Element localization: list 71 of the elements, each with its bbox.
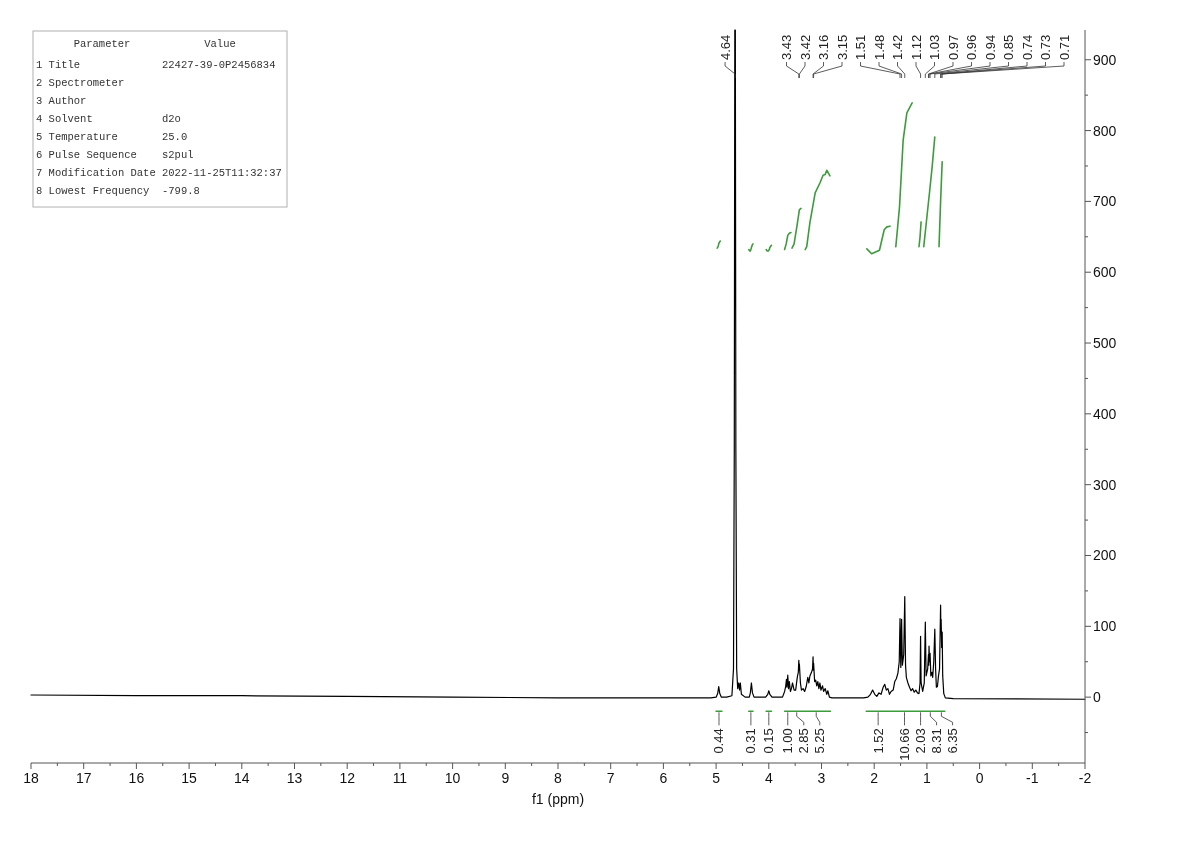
annotation: 0.97 xyxy=(945,34,961,60)
annotation: 0.94 xyxy=(982,34,998,60)
annotation: 0.96 xyxy=(964,34,979,60)
annotation: 6 Pulse Sequence s2pul xyxy=(36,149,194,161)
x-tick-label: 10 xyxy=(444,770,461,786)
annotation: 2.03 xyxy=(913,728,929,754)
x-tick-label: 15 xyxy=(181,770,198,786)
x-tick-label: 5 xyxy=(712,770,721,786)
annotation: 7 Modification Date 2022-11-25T11:32:37 xyxy=(36,167,282,179)
annotation: 8.31 xyxy=(929,728,945,754)
annotation: 3.42 xyxy=(797,34,813,60)
x-tick-label: 13 xyxy=(286,770,303,786)
annotation: 1 Title 22427-39-0P2456834 xyxy=(36,59,276,71)
line-series xyxy=(30,29,1086,700)
annotation: 5.25 xyxy=(812,728,828,754)
x-tick-label: 17 xyxy=(75,770,92,786)
x-tick-label: 6 xyxy=(659,770,668,786)
x-tick-label: 14 xyxy=(234,770,250,786)
annotation: 1.51 xyxy=(853,34,868,60)
x-tick-label: 12 xyxy=(339,770,356,786)
y-tick-label: 700 xyxy=(1093,193,1117,210)
annotation: 4.64 xyxy=(717,34,733,60)
x-tick-label: 7 xyxy=(606,770,615,786)
annotation: 1.03 xyxy=(927,34,942,60)
x-tick-label: 3 xyxy=(817,770,826,786)
x-tick-label: 1 xyxy=(923,770,931,786)
y-tick-label: 100 xyxy=(1093,618,1117,635)
annotation: 2 Spectrometer xyxy=(36,77,125,89)
annotation: 0.73 xyxy=(1038,34,1053,60)
annotation: 3 Author xyxy=(36,95,87,107)
x-tick-label: 18 xyxy=(23,770,39,786)
annotation: 3.43 xyxy=(779,34,794,60)
annotation: 4 Solvent d2o xyxy=(36,113,181,125)
annotation: 1.42 xyxy=(890,34,905,60)
annotation: 10.66 xyxy=(897,728,912,761)
annotation: 0.85 xyxy=(1001,34,1016,60)
annotation: 2.85 xyxy=(796,728,812,754)
y-tick-label: 500 xyxy=(1093,335,1117,352)
y-tick-label: 800 xyxy=(1093,122,1117,139)
x-tick-label: -1 xyxy=(1026,770,1039,786)
x-tick-label: 2 xyxy=(870,770,879,786)
annotation: 0.44 xyxy=(711,728,727,754)
y-tick-label: 400 xyxy=(1093,405,1117,422)
annotation: 0.74 xyxy=(1019,34,1035,60)
annotation: 1.48 xyxy=(871,34,887,60)
annotation: 3.15 xyxy=(834,34,850,60)
annotation: 8 Lowest Frequency -799.8 xyxy=(36,185,200,197)
y-tick-label: 300 xyxy=(1093,476,1117,493)
y-tick-label: 0 xyxy=(1093,689,1101,706)
x-tick-label: 4 xyxy=(764,770,773,786)
annotation: 0.71 xyxy=(1056,34,1072,60)
annotation: 0.15 xyxy=(761,728,777,754)
y-tick-label: 600 xyxy=(1093,264,1117,281)
x-tick-label: 16 xyxy=(128,770,145,786)
x-tick-label: 9 xyxy=(501,770,510,786)
annotation: 6.35 xyxy=(945,728,961,754)
x-tick-label: 0 xyxy=(975,770,984,786)
annotation: 5 Temperature 25.0 xyxy=(36,131,188,143)
x-axis-title: f1 (ppm) xyxy=(531,791,585,807)
annotation: 0.31 xyxy=(743,728,759,754)
annotation: 1.00 xyxy=(780,728,796,754)
annotation: 3.16 xyxy=(816,34,831,60)
annotation: Parameter xyxy=(73,38,131,50)
annotation: Value xyxy=(204,38,236,50)
x-tick-label: -2 xyxy=(1078,770,1092,786)
annotation: 1.12 xyxy=(908,34,924,60)
y-tick-label: 200 xyxy=(1093,547,1117,564)
annotation: 1.52 xyxy=(870,728,886,754)
x-tick-label: 11 xyxy=(392,770,408,786)
y-tick-label: 900 xyxy=(1093,51,1117,68)
x-tick-label: 8 xyxy=(554,770,563,786)
